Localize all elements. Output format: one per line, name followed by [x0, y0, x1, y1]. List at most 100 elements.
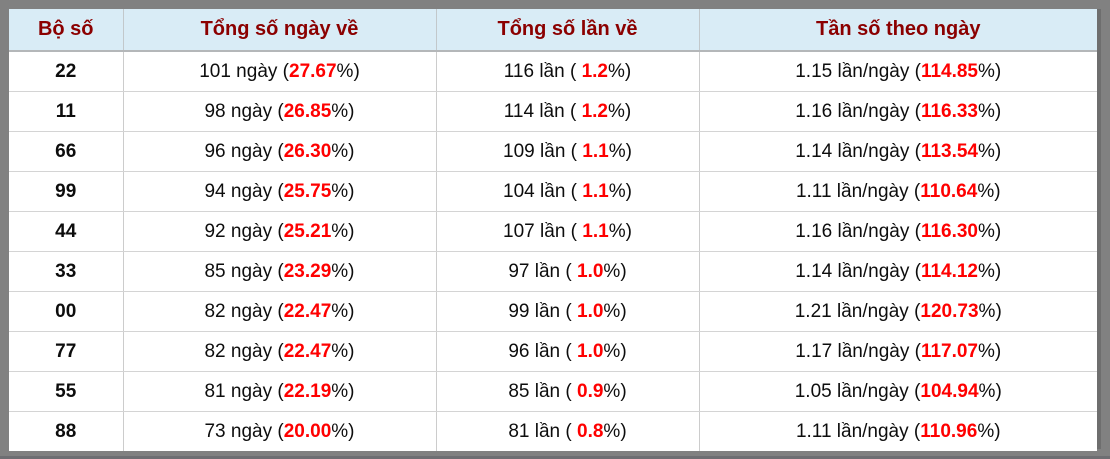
percent-close: %) — [978, 140, 1002, 162]
times-text: 114 lần ( — [503, 100, 582, 122]
days-percent: 22.19 — [283, 380, 332, 402]
times-percent: 0.9 — [577, 380, 604, 402]
percent-close: %) — [603, 380, 627, 402]
percent-close: %) — [608, 220, 632, 242]
header-pair: Bộ số — [9, 9, 124, 52]
times-percent: 0.8 — [577, 420, 604, 442]
cell-frequency: 1.15 lần/ngày (114.85%) — [699, 51, 1097, 92]
frequency-text: 1.05 lần/ngày ( — [794, 380, 921, 402]
table-row: 55 81 ngày (22.19%) 85 lần ( 0.9%) 1.05 … — [9, 371, 1097, 412]
percent-close: %) — [977, 180, 1001, 202]
days-percent: 25.21 — [283, 220, 332, 242]
cell-total-times: 97 lần ( 1.0%) — [436, 251, 700, 292]
times-percent: 1.0 — [577, 340, 604, 362]
frequency-percent: 113.54 — [920, 140, 979, 162]
frequency-text: 1.11 lần/ngày ( — [795, 420, 921, 442]
percent-close: %) — [608, 60, 632, 82]
percent-close: %) — [977, 420, 1001, 442]
cell-frequency: 1.21 lần/ngày (120.73%) — [699, 291, 1097, 332]
frequency-percent: 110.64 — [920, 180, 978, 202]
days-percent: 26.30 — [283, 140, 332, 162]
times-text: 109 lần ( — [503, 140, 583, 162]
days-percent: 22.47 — [283, 340, 332, 362]
frequency-percent: 116.33 — [920, 100, 979, 122]
header-total-days: Tổng số ngày về — [123, 9, 437, 52]
cell-frequency: 1.17 lần/ngày (117.07%) — [699, 331, 1097, 372]
table-row: 00 82 ngày (22.47%) 99 lần ( 1.0%) 1.21 … — [9, 291, 1097, 332]
times-percent: 1.0 — [577, 300, 604, 322]
times-percent: 1.2 — [581, 60, 608, 82]
percent-close: %) — [978, 380, 1002, 402]
times-text: 99 lần ( — [508, 300, 577, 322]
frequency-percent: 116.30 — [920, 220, 979, 242]
percent-close: %) — [603, 300, 627, 322]
days-text: 82 ngày ( — [204, 340, 284, 362]
table-body: 22 101 ngày (27.67%) 116 lần ( 1.2%) 1.1… — [9, 51, 1097, 451]
cell-total-times: 109 lần ( 1.1%) — [436, 131, 700, 172]
cell-total-times: 81 lần ( 0.8%) — [436, 411, 700, 451]
frequency-percent: 117.07 — [920, 340, 979, 362]
frequency-text: 1.17 lần/ngày ( — [795, 340, 921, 362]
percent-close: %) — [608, 140, 632, 162]
times-text: 85 lần ( — [508, 380, 577, 402]
frequency-text: 1.14 lần/ngày ( — [795, 140, 921, 162]
cell-total-days: 101 ngày (27.67%) — [123, 51, 437, 92]
cell-total-days: 94 ngày (25.75%) — [123, 171, 437, 212]
header-frequency-per-day: Tần số theo ngày — [699, 9, 1097, 52]
times-percent: 1.1 — [582, 220, 609, 242]
table-row: 66 96 ngày (26.30%) 109 lần ( 1.1%) 1.14… — [9, 131, 1097, 172]
times-text: 116 lần ( — [503, 60, 582, 82]
frequency-percent: 110.96 — [920, 420, 978, 442]
times-percent: 1.1 — [582, 180, 609, 202]
statistics-table-container: Bộ số Tổng số ngày về Tổng số lần về Tần… — [9, 9, 1101, 451]
percent-close: %) — [603, 340, 627, 362]
percent-close: %) — [978, 340, 1002, 362]
cell-total-times: 104 lần ( 1.1%) — [436, 171, 700, 212]
frequency-text: 1.14 lần/ngày ( — [795, 260, 921, 282]
frequency-percent: 114.12 — [920, 260, 979, 282]
cell-total-days: 73 ngày (20.00%) — [123, 411, 437, 451]
table-row: 44 92 ngày (25.21%) 107 lần ( 1.1%) 1.16… — [9, 211, 1097, 252]
days-text: 81 ngày ( — [204, 380, 284, 402]
percent-close: %) — [331, 100, 355, 122]
percent-close: %) — [603, 260, 627, 282]
cell-total-times: 99 lần ( 1.0%) — [436, 291, 700, 332]
table-row: 77 82 ngày (22.47%) 96 lần ( 1.0%) 1.17 … — [9, 331, 1097, 372]
cell-total-days: 82 ngày (22.47%) — [123, 331, 437, 372]
times-text: 97 lần ( — [508, 260, 577, 282]
percent-close: %) — [978, 300, 1002, 322]
percent-close: %) — [978, 220, 1002, 242]
cell-pair: 66 — [9, 131, 124, 172]
table-row: 88 73 ngày (20.00%) 81 lần ( 0.8%) 1.11 … — [9, 411, 1097, 451]
cell-pair: 99 — [9, 171, 124, 212]
frequency-percent: 114.85 — [920, 60, 979, 82]
days-text: 96 ngày ( — [204, 140, 284, 162]
table-row: 22 101 ngày (27.67%) 116 lần ( 1.2%) 1.1… — [9, 51, 1097, 92]
cell-pair: 00 — [9, 291, 124, 332]
days-percent: 26.85 — [283, 100, 332, 122]
days-text: 73 ngày ( — [204, 420, 284, 442]
times-text: 107 lần ( — [503, 220, 583, 242]
cell-total-days: 85 ngày (23.29%) — [123, 251, 437, 292]
percent-close: %) — [331, 340, 355, 362]
frequency-text: 1.15 lần/ngày ( — [795, 60, 921, 82]
times-percent: 1.2 — [581, 100, 608, 122]
days-text: 98 ngày ( — [204, 100, 284, 122]
frequency-percent: 104.94 — [920, 380, 979, 402]
cell-total-days: 92 ngày (25.21%) — [123, 211, 437, 252]
cell-frequency: 1.16 lần/ngày (116.30%) — [699, 211, 1097, 252]
percent-close: %) — [331, 180, 355, 202]
days-text: 82 ngày ( — [204, 300, 284, 322]
percent-close: %) — [331, 260, 355, 282]
cell-total-days: 82 ngày (22.47%) — [123, 291, 437, 332]
days-percent: 23.29 — [283, 260, 332, 282]
cell-pair: 88 — [9, 411, 124, 451]
times-percent: 1.1 — [582, 140, 609, 162]
cell-pair: 22 — [9, 51, 124, 92]
cell-total-times: 116 lần ( 1.2%) — [436, 51, 700, 92]
cell-frequency: 1.16 lần/ngày (116.33%) — [699, 91, 1097, 132]
percent-close: %) — [603, 420, 627, 442]
days-text: 92 ngày ( — [204, 220, 284, 242]
cell-frequency: 1.14 lần/ngày (114.12%) — [699, 251, 1097, 292]
frequency-text: 1.16 lần/ngày ( — [795, 220, 921, 242]
